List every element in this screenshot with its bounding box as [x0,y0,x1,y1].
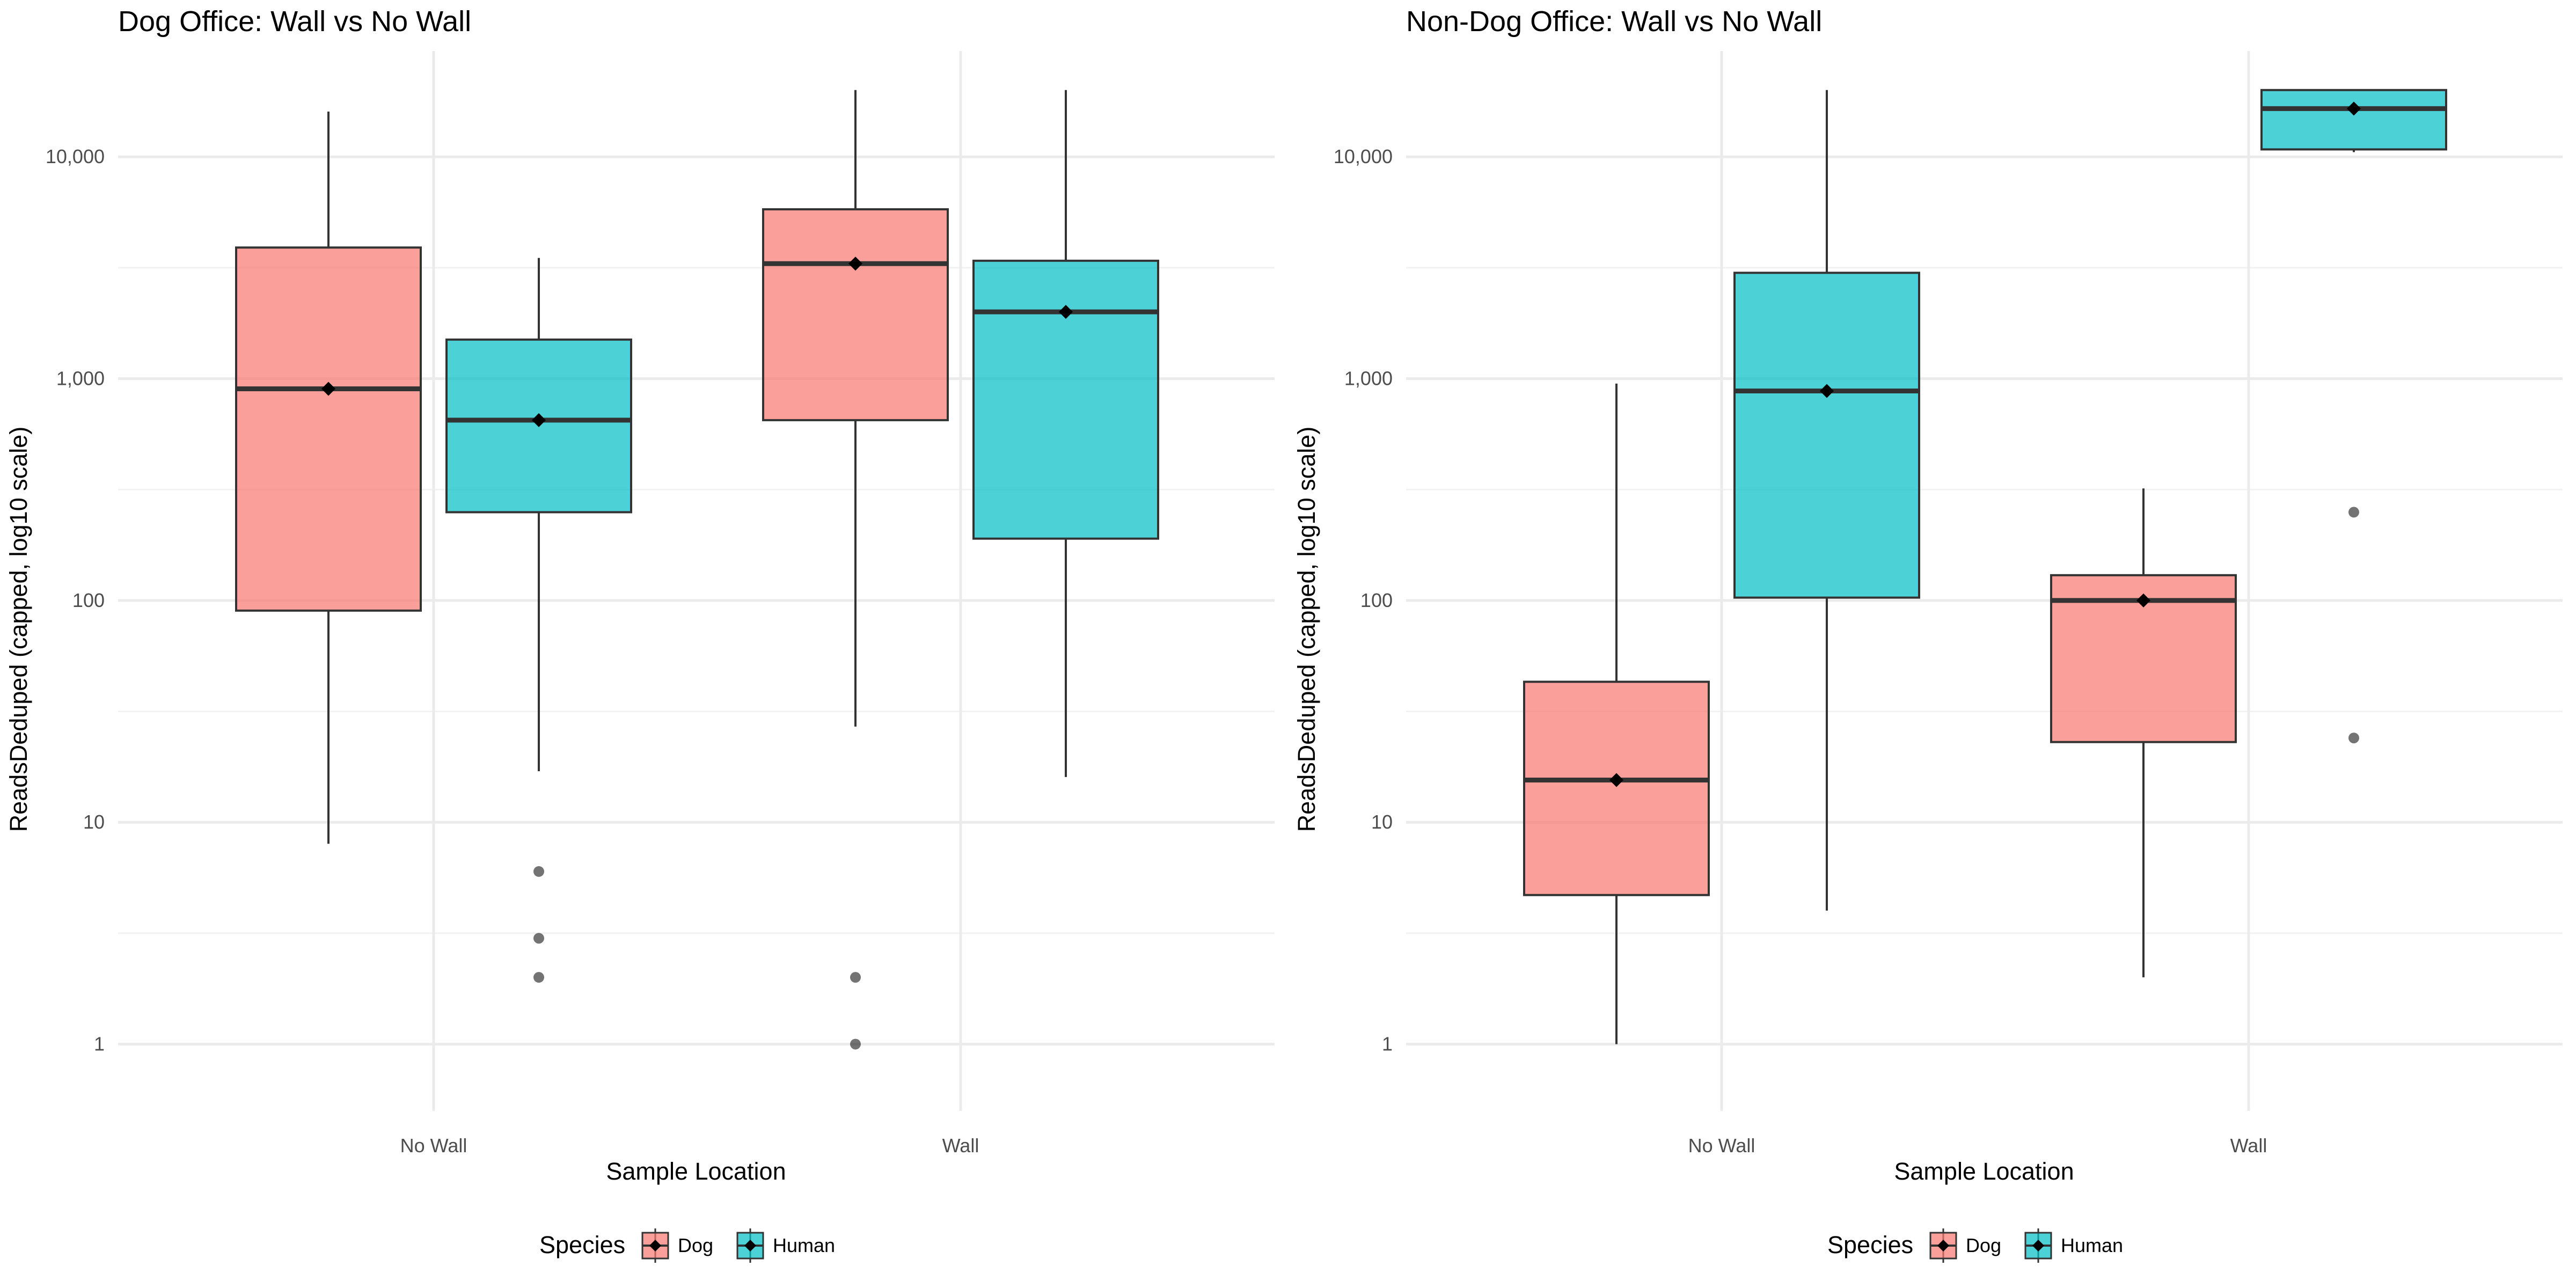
mean-marker [321,382,335,396]
mean-marker [1820,384,1834,398]
x-tick-label: Wall [2230,1135,2267,1157]
outlier-point [850,1038,861,1050]
mean-marker [2136,593,2150,608]
outlier-point [533,972,544,983]
y-tick-label: 1,000 [1344,368,1393,390]
box-body [235,246,422,612]
legend-entry-human: Human [736,1228,835,1263]
box-dog-no-wall [1523,383,1710,1044]
box-body [1733,272,1920,599]
mean-marker [2347,101,2361,116]
mean-marker [1609,773,1623,787]
box-human-wall [972,90,1159,777]
mean-marker [532,413,546,427]
x-tick-label: No Wall [1688,1135,1755,1157]
box-body [972,259,1159,540]
y-tick-label: 1 [94,1033,105,1055]
legend-left: Dog Human [641,1228,835,1263]
outlier-point [2348,733,2359,744]
legend: Species Dog Human Species Dog Human [539,1228,2123,1263]
y-tick-label: 10,000 [1334,145,1393,167]
y-axis-title: ReadsDeduped (capped, log10 scale) [5,427,32,832]
outlier-point [2348,507,2359,518]
box-body [2260,89,2447,151]
outlier-point [533,933,544,944]
legend-label: Human [773,1234,835,1256]
box-body [762,208,949,421]
y-tick-label: 1,000 [56,368,105,390]
chart-panels: 1 10 100 1,000 10,000 No Wall Wall Dog Office: … [5,5,2563,1185]
box-human-no-wall [445,258,632,983]
box-dog-no-wall [235,111,422,844]
box-body [1523,680,1710,896]
box-human-wall [2260,89,2447,744]
x-tick-label: No Wall [400,1135,467,1157]
y-axis-title: ReadsDeduped (capped, log10 scale) [1293,427,1320,832]
y-tick-label: 10 [83,811,105,833]
legend-entry-human: Human [2024,1228,2123,1263]
legend-title: Species [1827,1231,1913,1258]
y-tick-label: 1 [1382,1033,1393,1055]
panel-title: Non-Dog Office: Wall vs No Wall [1406,5,1822,38]
y-tick-label: 10,000 [46,145,105,167]
legend-key-mean [649,1240,661,1252]
x-axis-title: Sample Location [606,1158,786,1185]
legend-key-mean [1937,1240,1949,1252]
legend-label: Dog [678,1234,713,1256]
outlier-point [850,972,861,983]
panel-title: Dog Office: Wall vs No Wall [118,5,471,38]
mean-marker [848,257,862,271]
legend-key-mean [744,1240,756,1252]
chart-panel-2: 1 10 100 1,000 10,000 No Wall Wall Non-Dog Offi… [1293,5,2563,1185]
legend-label: Dog [1966,1234,2001,1256]
box-human-no-wall [1733,90,1920,911]
legend-key-mean [2032,1240,2044,1252]
y-tick-label: 100 [72,589,105,611]
x-axis-title: Sample Location [1894,1158,2074,1185]
y-tick-label: 10 [1371,811,1393,833]
box-dog-wall [762,90,949,1050]
chart-panel-1: 1 10 100 1,000 10,000 No Wall Wall Dog Office: … [5,5,1275,1185]
mean-marker [1059,305,1073,319]
legend-title: Species [539,1231,625,1258]
legend-entry-dog: Dog [641,1228,713,1263]
legend-right: Dog Human [1929,1228,2123,1263]
outlier-point [533,866,544,877]
x-tick-label: Wall [942,1135,979,1157]
box-dog-wall [2050,488,2237,978]
legend-entry-dog: Dog [1929,1228,2001,1263]
y-tick-label: 100 [1360,589,1393,611]
legend-label: Human [2061,1234,2123,1256]
